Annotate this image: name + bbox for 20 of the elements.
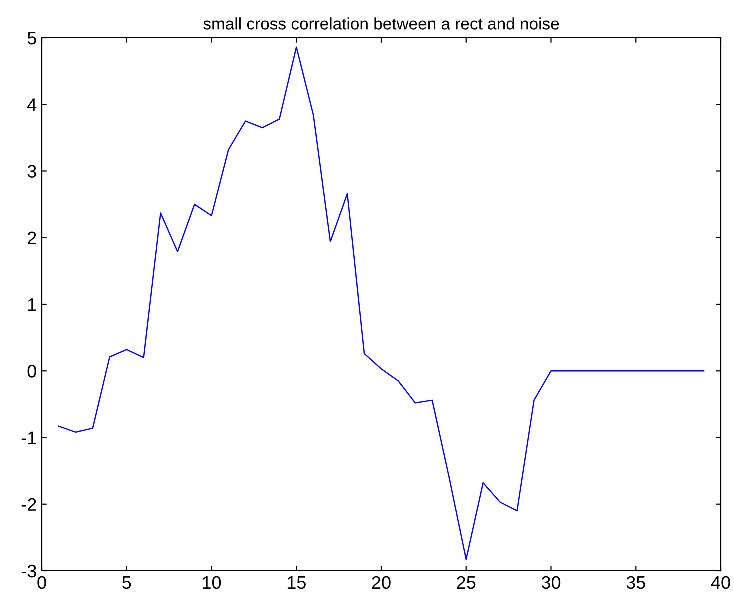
x-tick-label: 25 bbox=[457, 576, 476, 590]
y-tick-label: 2 bbox=[28, 232, 36, 244]
x-tick-label: 30 bbox=[542, 576, 561, 590]
x-tick-label: 10 bbox=[203, 576, 222, 590]
y-tick-label: -3 bbox=[22, 564, 36, 578]
y-tick-label: -1 bbox=[22, 432, 36, 444]
y-tick-label: 5 bbox=[28, 32, 36, 45]
y-tick-label: 3 bbox=[28, 165, 36, 178]
x-tick-label: 5 bbox=[122, 576, 132, 590]
line-series bbox=[58, 46, 705, 560]
y-tick-label: 0 bbox=[28, 365, 36, 378]
x-tick-label: 0 bbox=[38, 576, 46, 590]
x-tick-label: 15 bbox=[288, 576, 306, 590]
x-tick-label: 40 bbox=[711, 576, 730, 590]
x-tick-label: 20 bbox=[372, 576, 391, 590]
y-tick-label: -2 bbox=[22, 498, 36, 511]
chart-title: small cross correlation between a rect and noise bbox=[204, 18, 560, 30]
x-tick-label: 35 bbox=[626, 576, 646, 590]
y-tick-label: 1 bbox=[28, 298, 36, 312]
y-tick-label: 4 bbox=[28, 98, 37, 112]
